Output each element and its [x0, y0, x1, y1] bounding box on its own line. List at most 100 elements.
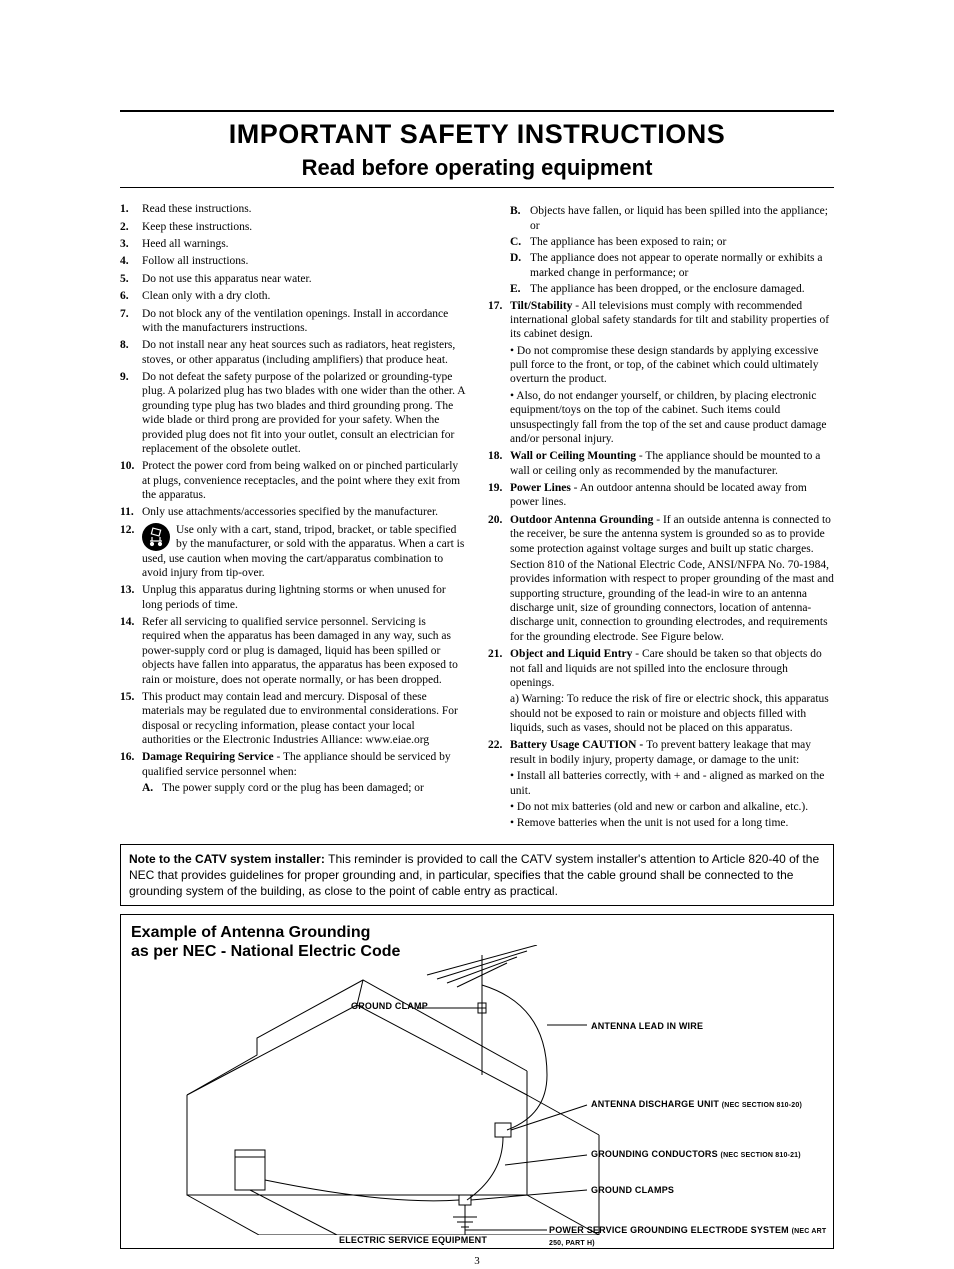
list-item: 3.Heed all warnings.: [120, 237, 466, 251]
sub-item: C.The appliance has been exposed to rain…: [510, 235, 834, 249]
item-body: Refer all servicing to qualified service…: [142, 615, 466, 687]
label-electric-service: ELECTRIC SERVICE EQUIPMENT: [339, 1235, 487, 1246]
sub-a-text: The power supply cord or the plug has be…: [162, 781, 466, 795]
item-18-num: 18.: [488, 449, 510, 478]
rule-top: [120, 110, 834, 112]
item-16-body: Damage Requiring Service - The appliance…: [142, 750, 466, 797]
label-ground-clamp: GROUND CLAMP: [351, 1001, 428, 1012]
item-17: 17. Tilt/Stability - All televisions mus…: [488, 299, 834, 447]
sub-text: Objects have fallen, or liquid has been …: [530, 204, 834, 233]
list-item: 1.Read these instructions.: [120, 202, 466, 216]
page-subtitle: Read before operating equipment: [120, 154, 834, 182]
sub-letter: D.: [510, 251, 530, 280]
item-20: 20. Outdoor Antenna Grounding - If an ou…: [488, 513, 834, 644]
list-item: 15.This product may contain lead and mer…: [120, 690, 466, 748]
item-16-num: 16.: [120, 750, 142, 797]
item-body: Heed all warnings.: [142, 237, 466, 251]
item-16-head: Damage Requiring Service: [142, 751, 274, 763]
list-item: 2.Keep these instructions.: [120, 220, 466, 234]
list-item: 6.Clean only with a dry cloth.: [120, 289, 466, 303]
label-grounding-conductors: GROUNDING CONDUCTORS (NEC SECTION 810-21…: [591, 1149, 801, 1161]
item-body: Do not use this apparatus near water.: [142, 272, 466, 286]
item-22-body: Battery Usage CAUTION - To prevent batte…: [510, 738, 834, 830]
item-20-p2: Section 810 of the National Electric Cod…: [510, 558, 834, 644]
item-22-b3: • Remove batteries when the unit is not …: [510, 816, 834, 830]
antenna-diagram: Example of Antenna Grounding as per NEC …: [120, 914, 834, 1249]
sub-item: D.The appliance does not appear to opera…: [510, 251, 834, 280]
item-18-head: Wall or Ceiling Mounting: [510, 450, 636, 462]
item-num: 9.: [120, 370, 142, 456]
rule-bottom: [120, 187, 834, 188]
list-item: 10.Protect the power cord from being wal…: [120, 459, 466, 502]
sub-text: The appliance has been exposed to rain; …: [530, 235, 834, 249]
item-num: 1.: [120, 202, 142, 216]
item-22-b2: • Do not mix batteries (old and new or c…: [510, 800, 834, 814]
item-16-continued: B.Objects have fallen, or liquid has bee…: [488, 204, 834, 296]
diagram-svg: [127, 945, 827, 1235]
item-18: 18. Wall or Ceiling Mounting - The appli…: [488, 449, 834, 478]
sub-item: E.The appliance has been dropped, or the…: [510, 282, 834, 296]
list-item: 7.Do not block any of the ventilation op…: [120, 307, 466, 336]
list-item: 14.Refer all servicing to qualified serv…: [120, 615, 466, 687]
item-17-b2: • Also, do not endanger yourself, or chi…: [510, 389, 834, 447]
item-body: Do not block any of the ventilation open…: [142, 307, 466, 336]
item-body: Clean only with a dry cloth.: [142, 289, 466, 303]
item-num: 7.: [120, 307, 142, 336]
item-num: 3.: [120, 237, 142, 251]
item-num: 13.: [120, 583, 142, 612]
item-body: Read these instructions.: [142, 202, 466, 216]
sub-text: The appliance has been dropped, or the e…: [530, 282, 834, 296]
item-num: 14.: [120, 615, 142, 687]
item-22-head: Battery Usage CAUTION -: [510, 739, 646, 751]
item-num: 11.: [120, 505, 142, 519]
item-body: Only use attachments/accessories specifi…: [142, 505, 466, 519]
list-item: 5.Do not use this apparatus near water.: [120, 272, 466, 286]
item-19: 19. Power Lines - An outdoor antenna sho…: [488, 481, 834, 510]
left-column: 1.Read these instructions. 2.Keep these i…: [120, 202, 466, 833]
item-19-body: Power Lines - An outdoor antenna should …: [510, 481, 834, 510]
left-list: 1.Read these instructions. 2.Keep these i…: [120, 202, 466, 747]
list-item: 8.Do not install near any heat sources s…: [120, 338, 466, 367]
item-21-head: Object and Liquid Entry: [510, 648, 632, 660]
item-num: 12.: [120, 523, 142, 581]
page-number: 3: [120, 1255, 834, 1269]
item-17-b1: • Do not compromise these design standar…: [510, 344, 834, 387]
item-20-num: 20.: [488, 513, 510, 644]
item-num: 15.: [120, 690, 142, 748]
item-num: 4.: [120, 254, 142, 268]
sub-text: The appliance does not appear to operate…: [530, 251, 834, 280]
label-ground-clamps: GROUND CLAMPS: [591, 1185, 674, 1196]
item-22: 22. Battery Usage CAUTION - To prevent b…: [488, 738, 834, 830]
right-column: B.Objects have fallen, or liquid has bee…: [488, 202, 834, 833]
list-item: 11.Only use attachments/accessories spec…: [120, 505, 466, 519]
sub-letter: E.: [510, 282, 530, 296]
label-lead-wire: ANTENNA LEAD IN WIRE: [591, 1021, 703, 1032]
item-16: 16. Damage Requiring Service - The appli…: [120, 750, 466, 797]
item-num: 8.: [120, 338, 142, 367]
item-num: 10.: [120, 459, 142, 502]
item-18-body: Wall or Ceiling Mounting - The appliance…: [510, 449, 834, 478]
sub-letter: C.: [510, 235, 530, 249]
item-num: 2.: [120, 220, 142, 234]
list-item: 12.Use only with a cart, stand, tripod, …: [120, 523, 466, 581]
list-item: 9.Do not defeat the safety purpose of th…: [120, 370, 466, 456]
catv-note: Note to the CATV system installer: This …: [120, 844, 834, 907]
list-item: 4.Follow all instructions.: [120, 254, 466, 268]
item-body: Do not install near any heat sources suc…: [142, 338, 466, 367]
item-17-head: Tilt/Stability: [510, 300, 572, 312]
item-body: Protect the power cord from being walked…: [142, 459, 466, 502]
page-title: IMPORTANT SAFETY INSTRUCTIONS: [120, 118, 834, 152]
sub-item: B.Objects have fallen, or liquid has bee…: [510, 204, 834, 233]
list-item: 13.Unplug this apparatus during lightnin…: [120, 583, 466, 612]
item-17-body: Tilt/Stability - All televisions must co…: [510, 299, 834, 447]
item-num: 5.: [120, 272, 142, 286]
item-num: 6.: [120, 289, 142, 303]
cart-tip-icon: [142, 523, 170, 551]
item-body: Follow all instructions.: [142, 254, 466, 268]
item-19-head: Power Lines: [510, 482, 571, 494]
right-list: 17. Tilt/Stability - All televisions mus…: [488, 299, 834, 831]
item-body: Use only with a cart, stand, tripod, bra…: [142, 523, 466, 581]
sub-letter: B.: [510, 204, 530, 233]
item-body: Unplug this apparatus during lightning s…: [142, 583, 466, 612]
label-power-service: POWER SERVICE GROUNDING ELECTRODE SYSTEM…: [549, 1225, 833, 1249]
